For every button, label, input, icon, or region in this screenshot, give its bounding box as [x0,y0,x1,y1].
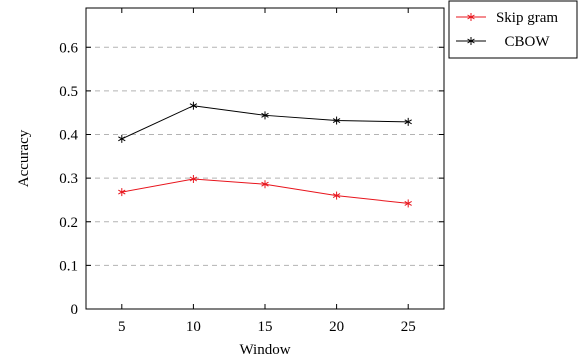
data-point-skip-gram [118,188,126,197]
data-point-cbow [261,111,269,120]
x-tick-label: 10 [186,319,201,335]
series-line-cbow [121,105,409,140]
legend-label: CBOW [505,34,551,50]
y-tick-label: 0.5 [59,84,78,100]
legend-box [448,0,578,59]
legend-label: Skip gram [496,10,558,26]
x-tick-label: 25 [401,319,416,335]
x-axis-ticks: 5 10 15 20 25 [118,8,416,335]
data-point-cbow [189,101,198,110]
legend-swatch-marker [467,13,475,21]
x-tick-label: 20 [329,319,344,335]
y-tick-label: 0 [71,302,79,318]
legend-item-cbow: CBOW [456,34,550,50]
plot-frame [85,7,445,310]
grid-lines [86,46,444,266]
x-tick-label: 5 [118,319,126,335]
data-point-skip-gram [189,175,198,184]
legend-swatch-marker [467,37,475,45]
y-axis-ticks: 0 0.1 0.2 0.3 0.4 0.5 0.6 [59,40,444,318]
y-tick-label: 0.6 [59,40,78,56]
series-layer [118,101,412,208]
data-point-cbow [118,134,126,143]
legend-items: Skip gram CBOW [456,10,558,50]
y-tick-label: 0.4 [59,128,78,144]
y-tick-label: 0.1 [59,258,78,274]
y-axis-label: Accuracy [16,129,32,187]
data-point-cbow [404,117,412,126]
data-point-skip-gram [404,199,412,208]
legend-item-skip-gram: Skip gram [456,10,558,26]
x-tick-label: 15 [258,319,273,335]
data-point-skip-gram [332,191,341,200]
data-point-cbow [332,116,341,125]
y-tick-label: 0.2 [59,215,78,231]
data-point-skip-gram [261,180,269,189]
y-tick-label: 0.3 [59,171,78,187]
x-axis-label: Window [239,342,290,358]
legend: Skip gram CBOW [448,0,578,59]
